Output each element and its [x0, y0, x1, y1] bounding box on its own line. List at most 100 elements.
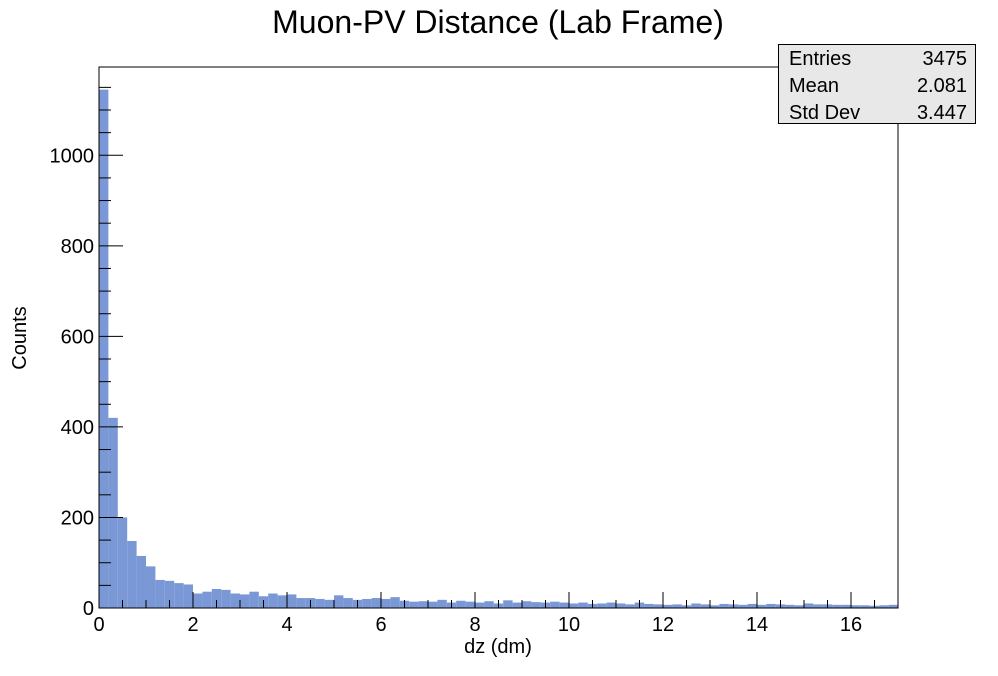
- y-axis: 0 200 400 600 800 1000: [50, 86, 123, 620]
- histogram-bar: [343, 598, 353, 608]
- histogram-bar: [475, 602, 485, 608]
- stats-row-mean: Mean 2.081: [779, 71, 975, 98]
- histogram-bar: [268, 593, 278, 608]
- histogram-bar: [287, 594, 297, 608]
- histogram-bar: [860, 605, 870, 608]
- histogram-bar: [127, 540, 137, 608]
- histogram-bar: [719, 603, 729, 608]
- stats-label: Entries: [789, 48, 852, 70]
- y-tick-label: 1000: [50, 145, 95, 167]
- histogram-bar: [437, 599, 447, 608]
- x-tick-label: 12: [652, 614, 674, 636]
- histogram-bar: [108, 417, 118, 608]
- histogram-bar: [202, 591, 212, 608]
- histogram-bar: [99, 89, 109, 608]
- histogram-bar: [334, 595, 344, 608]
- histogram-bar: [249, 591, 259, 608]
- histogram-bar: [522, 601, 532, 608]
- chart-title: Muon-PV Distance (Lab Frame): [272, 4, 724, 40]
- histogram-bar: [371, 598, 381, 608]
- histogram-bar: [625, 604, 635, 608]
- histogram-bar: [381, 598, 391, 608]
- histogram-bar: [644, 603, 654, 608]
- stats-label: Std Dev: [789, 102, 861, 124]
- histogram-bar: [804, 603, 814, 608]
- histogram-bar: [456, 600, 466, 608]
- histogram-bar: [832, 604, 842, 608]
- y-axis-label: Counts: [9, 306, 31, 369]
- histogram-bar: [211, 588, 222, 608]
- histogram-bar: [738, 604, 748, 608]
- histogram-bar: [484, 601, 494, 608]
- histogram-bar: [418, 601, 428, 608]
- histogram-bar: [653, 604, 663, 608]
- histogram-bar: [879, 605, 889, 608]
- histogram-bar: [240, 594, 250, 608]
- histogram-bar: [428, 601, 438, 608]
- histogram-bar: [531, 602, 541, 608]
- histogram-bar: [710, 605, 720, 608]
- histogram-bar: [136, 555, 146, 608]
- histogram-bar: [559, 602, 569, 608]
- histogram-bar: [888, 604, 898, 608]
- x-tick-label: 0: [93, 614, 104, 636]
- histogram-bar: [813, 604, 823, 608]
- histogram-bar: [672, 604, 682, 608]
- histogram-bar: [747, 603, 757, 608]
- stats-value: 3.447: [916, 102, 967, 124]
- histogram-bar: [465, 601, 475, 608]
- x-tick-label: 16: [840, 614, 862, 636]
- histogram-bar: [230, 593, 240, 608]
- histogram-bar: [324, 599, 334, 608]
- histogram-bar: [315, 598, 325, 608]
- histogram-bar: [766, 603, 776, 608]
- x-tick-label: 4: [281, 614, 292, 636]
- histogram-bar: [606, 602, 616, 608]
- y-tick-label: 400: [61, 417, 94, 439]
- histogram-bar: [277, 595, 287, 608]
- histogram-bar: [183, 584, 193, 608]
- y-tick-label: 200: [61, 507, 94, 529]
- histogram-bar: [616, 603, 626, 608]
- stats-value: 3475: [922, 48, 968, 70]
- histogram-bar: [362, 598, 372, 608]
- stats-box: Entries 3475 Mean 2.081 Std Dev 3.447: [778, 44, 976, 124]
- histogram-bar: [155, 579, 165, 608]
- histogram-bar: [700, 604, 710, 608]
- stats-row-entries: Entries 3475: [779, 45, 975, 71]
- x-axis-label: dz (dm): [464, 636, 532, 658]
- histogram-bar: [117, 517, 128, 608]
- histogram-bar: [663, 604, 673, 608]
- histogram-bar: [146, 566, 156, 608]
- y-tick-label: 0: [83, 598, 94, 620]
- histogram-bar: [851, 605, 861, 608]
- histogram-bar: [691, 603, 701, 608]
- histogram-bar: [550, 601, 560, 608]
- histogram-bar: [578, 602, 588, 608]
- plot-frame: [98, 66, 899, 609]
- histogram-bar: [503, 600, 513, 608]
- histogram-bar: [841, 604, 851, 608]
- histogram-bar: [221, 589, 231, 608]
- histogram-bar: [794, 605, 804, 608]
- histogram-bar: [390, 597, 400, 608]
- histogram-bar: [193, 593, 203, 608]
- x-tick-label: 6: [375, 614, 386, 636]
- histogram-bar: [785, 604, 795, 608]
- histogram-bars: [99, 89, 898, 608]
- x-tick-label: 14: [746, 614, 768, 636]
- histogram-bar: [597, 603, 607, 608]
- histogram-bar: [569, 603, 579, 608]
- histogram-bar: [512, 602, 522, 608]
- y-tick-label: 600: [61, 326, 94, 348]
- stats-row-std-dev: Std Dev 3.447: [779, 98, 975, 125]
- histogram-bar: [409, 601, 419, 608]
- x-axis: 0 2 4 6 8 10 12 14 16: [93, 592, 899, 636]
- histogram-bar: [174, 583, 184, 608]
- x-tick-label: 8: [469, 614, 480, 636]
- histogram-bar: [164, 580, 175, 608]
- histogram-bar: [757, 604, 767, 608]
- y-tick-label: 800: [61, 236, 94, 258]
- histogram-bar: [296, 598, 306, 608]
